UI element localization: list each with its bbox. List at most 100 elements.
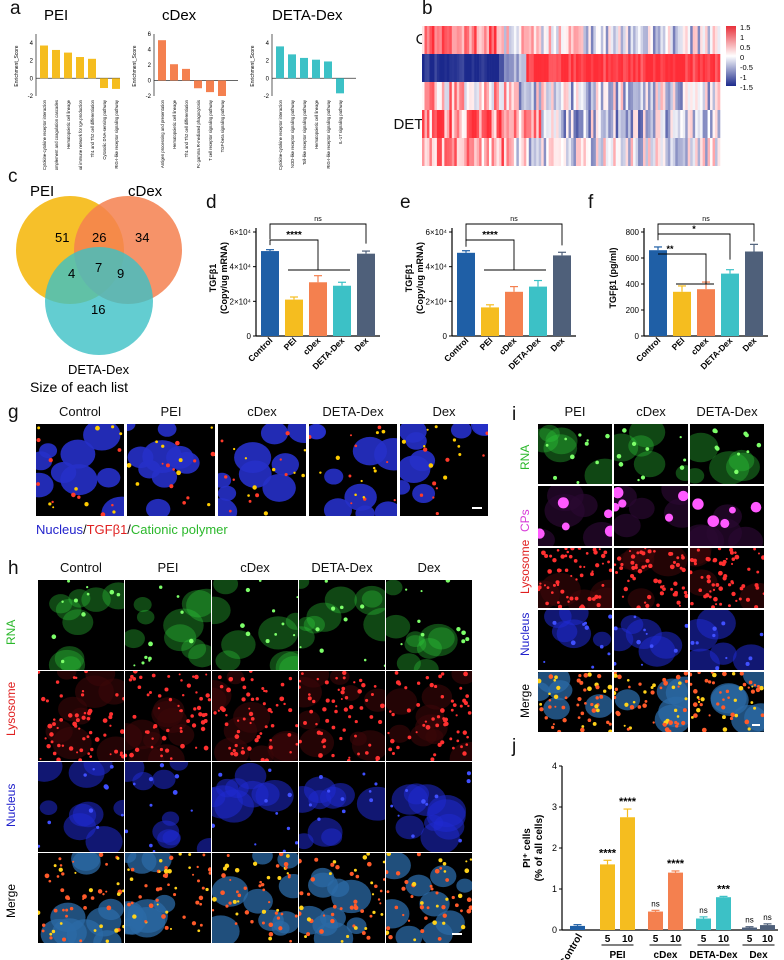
fluorescent-spot <box>180 743 185 749</box>
fluorescent-spot <box>201 886 205 890</box>
cell-shape <box>582 522 612 546</box>
fluorescent-spot <box>722 672 727 677</box>
micrograph-image <box>614 672 688 732</box>
fluorescent-spot <box>328 872 332 876</box>
fluorescent-spot <box>322 914 326 917</box>
fluorescent-spot <box>256 734 261 739</box>
fluorescent-spot <box>659 591 664 596</box>
fluorescent-spot <box>541 550 546 556</box>
fluorescent-spot <box>386 930 390 935</box>
fluorescent-spot <box>425 802 429 806</box>
fluorescent-spot <box>641 551 646 556</box>
bar <box>481 307 499 336</box>
fluorescent-spot <box>741 584 746 589</box>
fluorescent-spot <box>469 858 472 861</box>
heatmap-cell <box>513 138 517 166</box>
fluorescent-spot <box>718 561 723 566</box>
fluorescent-spot <box>614 626 618 631</box>
cell-shape <box>60 656 81 670</box>
fluorescent-spot <box>643 628 646 632</box>
heatmap-cell <box>662 110 666 138</box>
fluorescent-spot <box>78 727 81 730</box>
panel-a-term-label: Fc gamma R-mediated phagocytosis <box>196 100 201 168</box>
micrograph-image <box>125 585 211 668</box>
cell-shape <box>386 688 418 715</box>
cell-shape <box>614 689 641 711</box>
fluorescent-spot <box>60 888 65 893</box>
fluorescent-spot <box>115 693 119 697</box>
fluorescent-spot <box>553 475 558 480</box>
heatmap-cell <box>561 82 564 110</box>
venn-count: 9 <box>117 266 124 281</box>
heatmap-cell <box>489 54 492 82</box>
cell-shape <box>400 480 411 495</box>
venn-caption: Size of each list <box>30 379 128 395</box>
heatmap-cell <box>655 54 659 82</box>
heatmap-cell <box>558 54 562 82</box>
fluorescent-spot <box>347 758 351 761</box>
venn-count: 7 <box>95 260 102 275</box>
heatmap-cell <box>625 54 629 82</box>
fluorescent-spot <box>678 490 688 502</box>
heatmap-cell <box>444 82 448 110</box>
fluorescent-spot <box>538 528 545 539</box>
fluorescent-spot <box>425 724 431 730</box>
fluorescent-spot <box>676 715 680 718</box>
fluorescent-spot <box>173 893 177 897</box>
heatmap-cell <box>459 110 463 138</box>
cell-shape <box>361 590 383 608</box>
heatmap-cell <box>710 110 713 138</box>
heatmap-cell <box>695 110 698 138</box>
cell-shape <box>732 644 764 670</box>
fluorescent-spot <box>228 901 232 905</box>
fluorescent-spot <box>149 803 153 807</box>
heatmap-cell <box>546 26 549 54</box>
fluorescent-spot <box>268 931 274 937</box>
legend-nucleus: Nucleus <box>36 522 83 537</box>
heatmap-cell <box>705 26 708 54</box>
heatmap-cell <box>513 110 517 138</box>
fluorescent-spot <box>390 804 394 808</box>
heatmap-cell <box>538 110 542 138</box>
y-tick-label: 200 <box>626 306 640 315</box>
fluorescent-spot <box>387 731 390 735</box>
fluorescent-spot <box>430 887 434 891</box>
heatmap-cell <box>588 54 592 82</box>
fluorescent-spot <box>146 693 150 697</box>
heatmap-cell <box>536 82 540 110</box>
fluorescent-spot <box>196 879 200 883</box>
heatmap-cell <box>578 138 582 166</box>
fluorescent-spot <box>368 743 372 747</box>
fluorescent-spot <box>221 707 226 713</box>
fluorescent-spot <box>105 890 108 893</box>
heatmap-cell <box>548 82 552 110</box>
heatmap-cell <box>700 138 703 166</box>
fluorescent-spot <box>289 939 292 943</box>
fluorescent-spot <box>199 923 203 927</box>
cell-shape <box>169 762 189 771</box>
fluorescent-spot <box>614 695 617 700</box>
heatmap-cell <box>613 138 616 166</box>
heatmap-cell <box>640 54 644 82</box>
cell-shape <box>374 501 397 516</box>
heatmap-cell <box>538 54 542 82</box>
heatmap-cell <box>628 110 631 138</box>
y-tick-label: 4×10⁴ <box>230 263 252 272</box>
fluorescent-spot <box>664 681 668 685</box>
heatmap-cell <box>506 82 510 110</box>
micrograph-image <box>538 548 612 608</box>
fluorescent-spot <box>422 723 426 727</box>
heatmap-cell <box>461 82 465 110</box>
cell-shape <box>258 616 298 650</box>
fluorescent-spot <box>708 714 711 717</box>
fluorescent-spot <box>199 696 203 701</box>
fluorescent-spot <box>577 548 582 550</box>
heatmap-cell <box>670 26 674 54</box>
fluorescent-spot <box>340 690 345 695</box>
cell-shape <box>186 588 211 623</box>
fluorescent-spot <box>275 811 279 815</box>
heatmap-cell <box>660 110 664 138</box>
heatmap-cell <box>643 54 646 82</box>
fluorescent-spot <box>236 729 241 734</box>
fluorescent-spot <box>167 868 172 874</box>
